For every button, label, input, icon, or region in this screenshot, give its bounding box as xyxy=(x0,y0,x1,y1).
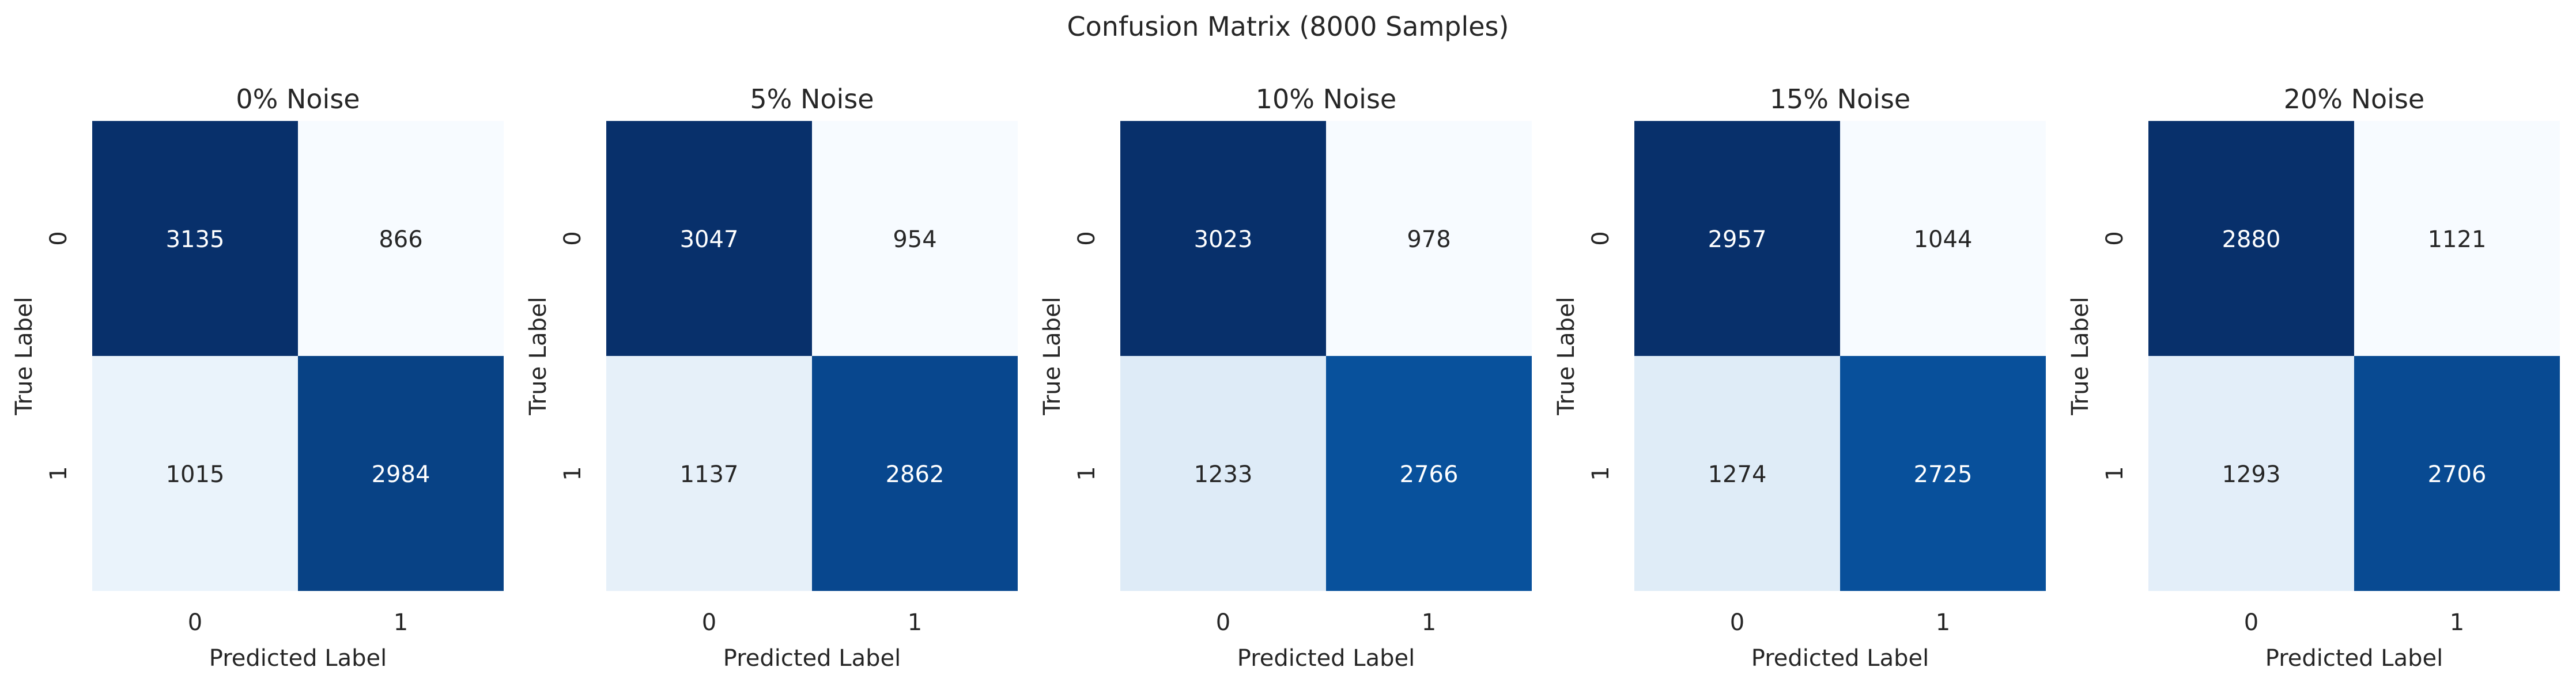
heatmap-cell-0-0 xyxy=(1120,121,1326,356)
x-tick-label: 1 xyxy=(2450,609,2464,636)
heatmap-cell-0-0 xyxy=(606,121,812,356)
x-tick-label: 1 xyxy=(394,609,408,636)
x-axis-label: Predicted Label xyxy=(723,645,901,672)
y-axis-label: True Label xyxy=(11,297,37,416)
x-tick-label: 1 xyxy=(1936,609,1950,636)
heatmap-panel-4: 2880 1121 1293 2706 20% Noise 0 1 0 1 Predicted L… xyxy=(2067,84,2560,672)
subplot-title: 0% Noise xyxy=(236,84,360,115)
y-tick-label: 0 xyxy=(1074,231,1100,245)
cell-value-label: 2725 xyxy=(1914,461,1973,488)
heatmap-cell-1-1 xyxy=(298,356,504,591)
heatmap-cell-1-1 xyxy=(812,356,1018,591)
cell-value-label: 3135 xyxy=(166,226,225,253)
y-tick-label: 1 xyxy=(46,466,72,480)
cell-value-label: 2880 xyxy=(2222,226,2281,253)
cell-value-label: 2862 xyxy=(886,461,945,488)
cell-value-label: 2706 xyxy=(2428,461,2487,488)
subplot-title: 5% Noise xyxy=(750,84,874,115)
cell-value-label: 1044 xyxy=(1914,226,1973,253)
heatmap-cell-0-1 xyxy=(812,121,1018,356)
heatmap-cell-1-1 xyxy=(2354,356,2560,591)
heatmap-panel-0: 3135 866 1015 2984 0% Noise 0 1 0 1 Predicted Lab… xyxy=(11,84,504,672)
y-axis-label: True Label xyxy=(1039,297,1066,416)
heatmap-cell-0-1 xyxy=(2354,121,2560,356)
subplot-title: 15% Noise xyxy=(1770,84,1910,115)
cell-value-label: 1233 xyxy=(1194,461,1253,488)
heatmap-cell-1-0 xyxy=(2148,356,2354,591)
heatmap-cell-1-0 xyxy=(92,356,298,591)
cell-value-label: 1121 xyxy=(2428,226,2487,253)
heatmap-panel-2: 3023 978 1233 2766 10% Noise 0 1 0 1 Predicted La… xyxy=(1039,84,1532,672)
heatmap-cell-0-1 xyxy=(298,121,504,356)
cell-value-label: 866 xyxy=(379,226,422,253)
subplot-title: 10% Noise xyxy=(1256,84,1396,115)
x-tick-label: 0 xyxy=(1216,609,1230,636)
cell-value-label: 978 xyxy=(1407,226,1451,253)
y-axis-label: True Label xyxy=(525,297,552,416)
heatmap-panels: 3135 866 1015 2984 0% Noise 0 1 0 1 Predicted Lab… xyxy=(11,84,2560,672)
cell-value-label: 954 xyxy=(893,226,936,253)
x-axis-label: Predicted Label xyxy=(2265,645,2443,672)
subplot-title: 20% Noise xyxy=(2284,84,2424,115)
cell-value-label: 3047 xyxy=(680,226,739,253)
heatmap-cell-0-1 xyxy=(1840,121,2046,356)
y-axis-label: True Label xyxy=(2067,297,2094,416)
heatmap-cell-0-0 xyxy=(2148,121,2354,356)
x-tick-label: 0 xyxy=(188,609,202,636)
x-tick-label: 1 xyxy=(1422,609,1436,636)
cell-value-label: 1015 xyxy=(166,461,225,488)
x-tick-label: 0 xyxy=(1730,609,1744,636)
y-tick-label: 0 xyxy=(2102,231,2128,245)
y-tick-label: 0 xyxy=(46,231,72,245)
heatmap-cell-1-1 xyxy=(1840,356,2046,591)
x-tick-label: 1 xyxy=(908,609,922,636)
cell-value-label: 2957 xyxy=(1708,226,1767,253)
cell-value-label: 1274 xyxy=(1708,461,1767,488)
x-axis-label: Predicted Label xyxy=(209,645,387,672)
heatmap-panel-1: 3047 954 1137 2862 5% Noise 0 1 0 1 Predicted Lab… xyxy=(525,84,1018,672)
figure-title: Confusion Matrix (8000 Samples) xyxy=(1067,11,1509,42)
x-tick-label: 0 xyxy=(702,609,716,636)
y-axis-label: True Label xyxy=(1553,297,1580,416)
heatmap-cell-1-0 xyxy=(1120,356,1326,591)
heatmap-cell-1-0 xyxy=(606,356,812,591)
y-tick-label: 1 xyxy=(560,466,586,480)
cell-value-label: 2766 xyxy=(1400,461,1459,488)
y-tick-label: 0 xyxy=(1588,231,1614,245)
cell-value-label: 3023 xyxy=(1194,226,1253,253)
y-tick-label: 1 xyxy=(1074,466,1100,480)
cell-value-label: 1293 xyxy=(2222,461,2281,488)
cell-value-label: 1137 xyxy=(680,461,739,488)
y-tick-label: 1 xyxy=(2102,466,2128,480)
x-axis-label: Predicted Label xyxy=(1237,645,1415,672)
heatmap-cell-0-1 xyxy=(1326,121,1532,356)
heatmap-cell-0-0 xyxy=(92,121,298,356)
heatmap-cell-0-0 xyxy=(1634,121,1840,356)
cell-value-label: 2984 xyxy=(372,461,430,488)
x-tick-label: 0 xyxy=(2244,609,2258,636)
y-tick-label: 1 xyxy=(1588,466,1614,480)
heatmap-panel-3: 2957 1044 1274 2725 15% Noise 0 1 0 1 Predicted L… xyxy=(1553,84,2046,672)
y-tick-label: 0 xyxy=(560,231,586,245)
x-axis-label: Predicted Label xyxy=(1751,645,1929,672)
heatmap-cell-1-1 xyxy=(1326,356,1532,591)
heatmap-cell-1-0 xyxy=(1634,356,1840,591)
